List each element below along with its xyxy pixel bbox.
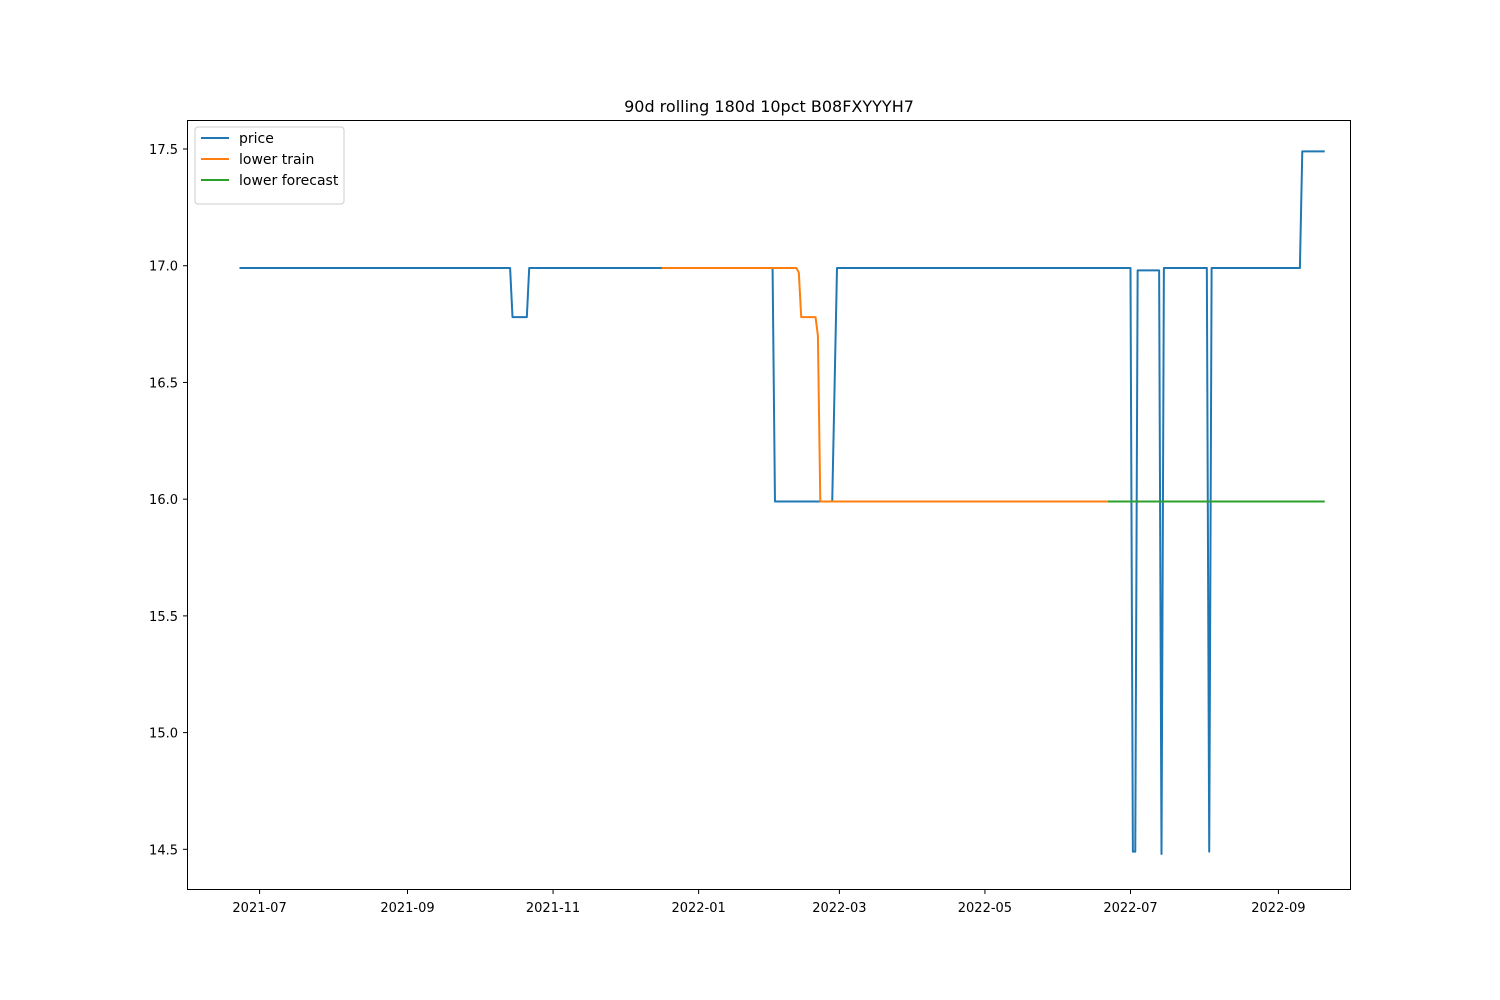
x-tick-label: 2022-07 xyxy=(1103,901,1157,916)
x-tick-label: 2022-01 xyxy=(671,901,725,916)
x-tick-label: 2021-09 xyxy=(380,901,434,916)
x-tick-label: 2022-09 xyxy=(1251,901,1305,916)
x-tick-label: 2021-11 xyxy=(526,901,580,916)
x-axis: 2021-07 2021-09 2021-11 2022-01 2022-03 2022-… xyxy=(232,889,1306,916)
y-axis: 14.5 15.0 15.5 16.0 16.5 17.0 17.5 xyxy=(149,143,188,858)
x-tick-label: 2021-07 xyxy=(232,901,286,916)
series-line-price xyxy=(239,150,1325,855)
plot-frame xyxy=(187,120,1351,890)
legend-label: lower forecast xyxy=(239,173,339,189)
y-tick-label: 17.0 xyxy=(149,260,178,275)
y-tick-label: 15.0 xyxy=(149,727,178,742)
x-tick-label: 2022-05 xyxy=(958,901,1012,916)
y-tick-label: 15.5 xyxy=(149,610,178,625)
y-tick-label: 17.5 xyxy=(149,143,178,158)
y-tick-label: 16.0 xyxy=(149,493,178,508)
y-tick-label: 16.5 xyxy=(149,376,178,391)
chart-title: 90d rolling 180d 10pct B08FXYYYH7 xyxy=(624,97,914,116)
legend: price lower train lower forecast xyxy=(194,126,345,205)
series-line-lower-train xyxy=(661,267,1111,503)
x-tick-label: 2022-03 xyxy=(812,901,866,916)
y-tick-label: 14.5 xyxy=(149,843,178,858)
series-layer xyxy=(239,150,1325,855)
legend-label: price xyxy=(239,131,274,147)
legend-box xyxy=(194,126,345,205)
legend-label: lower train xyxy=(239,152,314,168)
